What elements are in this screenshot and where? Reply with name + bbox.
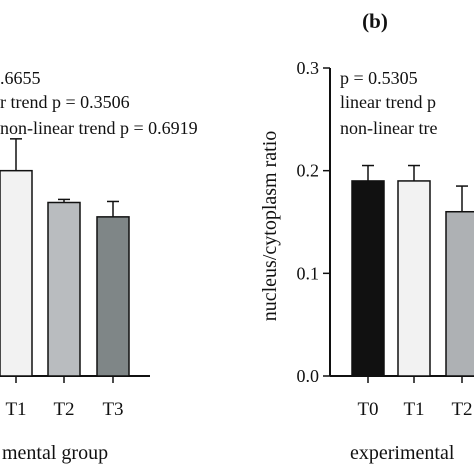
left-bar-t2 xyxy=(47,201,81,377)
right-bar-t0 xyxy=(351,180,385,377)
right-y-tick-label: 0.0 xyxy=(297,366,320,386)
right-annotation-p: p = 0.5305 xyxy=(340,68,418,88)
panel-label-b: (b) xyxy=(362,9,388,33)
right-chart: nucleus/cytoplasm ratio p = 0.5305 linea… xyxy=(259,58,474,464)
left-annotation-linear: r trend p = 0.3506 xyxy=(0,92,130,112)
left-x-tick-label-t3: T3 xyxy=(102,399,123,420)
left-x-tick-label-t2: T2 xyxy=(53,399,74,420)
left-annotation-nonlinear: non-linear trend p = 0.6919 xyxy=(0,118,198,138)
left-annotation-p: .6655 xyxy=(0,68,41,88)
left-chart: .6655 r trend p = 0.3506 non-linear tren… xyxy=(0,68,198,464)
right-x-tick-label-t1: T1 xyxy=(403,399,424,420)
right-marks: T0 T1 T2 0.0 0.1 0.2 0.3 xyxy=(297,58,474,420)
right-y-label: nucleus/cytoplasm ratio xyxy=(259,131,281,322)
right-x-tick-label-t0: T0 xyxy=(357,399,378,420)
left-bar-t3 xyxy=(96,216,130,377)
right-bar-t1 xyxy=(397,180,431,377)
right-x-tick-label-t2: T2 xyxy=(451,399,472,420)
left-marks: T1 T2 T3 xyxy=(0,138,130,420)
right-y-tick-label: 0.1 xyxy=(297,263,320,283)
right-bar-t2 xyxy=(445,210,474,377)
left-bar-t1 xyxy=(0,169,33,377)
right-x-label: experimental xyxy=(350,442,455,464)
right-y-tick-label: 0.2 xyxy=(297,161,320,181)
left-x-label: mental group xyxy=(2,442,108,464)
left-x-tick-label-t1: T1 xyxy=(5,399,26,420)
right-annotation-nonlinear: non-linear tre xyxy=(340,118,437,138)
right-y-tick-label: 0.3 xyxy=(297,58,320,78)
right-annotation-linear: linear trend p xyxy=(340,92,436,112)
